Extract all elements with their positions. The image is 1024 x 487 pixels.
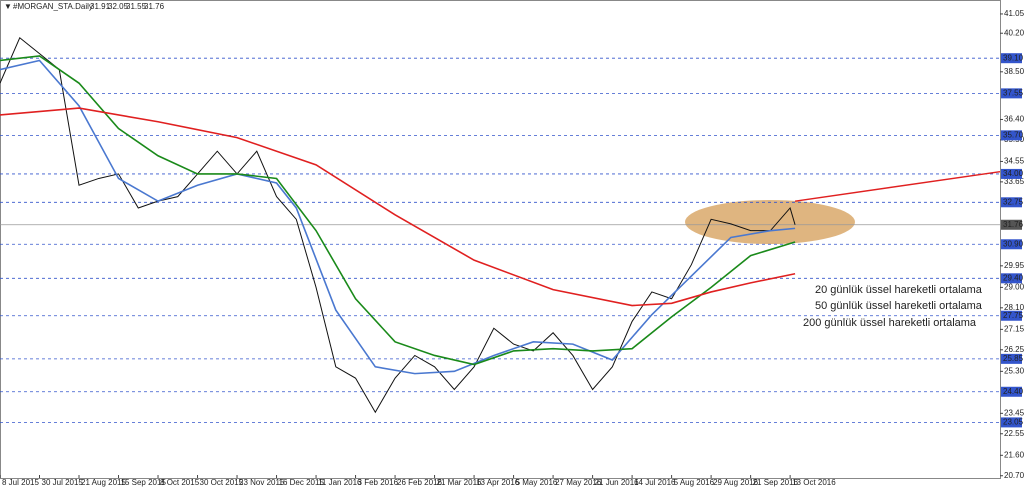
x-tick-label: 15 Sep 2015 [121, 478, 167, 487]
y-tick-label: 22.55 [1004, 429, 1024, 438]
legend-entry: 20 günlük üssel hareketli ortalama [815, 284, 983, 296]
level-label: 35.70 [1003, 130, 1024, 139]
legend-entry: 50 günlük üssel hareketli ortalama [815, 300, 983, 312]
ohlc-low: 31.55 [126, 2, 147, 11]
x-tick-label: 26 Feb 2016 [397, 478, 442, 487]
level-label: 27.75 [1003, 311, 1024, 320]
x-tick-label: 27 May 2016 [555, 478, 602, 487]
y-tick-label: 34.55 [1004, 157, 1024, 166]
x-tick-label: 5 May 2016 [516, 478, 558, 487]
x-tick-label: 29 Aug 2016 [713, 478, 758, 487]
level-label: 37.55 [1003, 88, 1024, 97]
x-tick-label: 5 Aug 2016 [674, 478, 715, 487]
plot-frame [0, 0, 1001, 479]
y-tick-label: 33.65 [1004, 177, 1024, 186]
x-tick-label: 8 Oct 2015 [160, 478, 200, 487]
moving-average [0, 107, 796, 307]
level-label: 39.10 [1003, 53, 1024, 62]
y-tick-label: 23.45 [1004, 408, 1024, 417]
y-tick-label: 25.30 [1004, 366, 1024, 375]
y-tick-label: 21.60 [1004, 450, 1024, 459]
level-box [1001, 53, 1022, 64]
x-tick-label: 16 Dec 2015 [279, 478, 325, 487]
level-box [1001, 197, 1022, 208]
y-tick-label: 26.25 [1004, 345, 1024, 354]
x-tick-label: 13 Oct 2016 [792, 478, 836, 487]
x-tick-label: 21 Mar 2016 [437, 478, 482, 487]
moving-average [0, 59, 796, 375]
level-box [1001, 168, 1022, 179]
trendline [794, 170, 1001, 202]
x-tick-label: 11 Jan 2016 [318, 478, 362, 487]
x-tick-label: 30 Oct 2015 [200, 478, 244, 487]
current-price-label: 31.76 [1003, 220, 1024, 229]
y-tick-label: 29.95 [1004, 261, 1024, 270]
ohlc-high: 32.05 [108, 2, 129, 11]
x-tick-label: 21 Jun 2016 [595, 478, 640, 487]
y-tick-label: 28.10 [1004, 303, 1024, 312]
y-tick-label: 27.15 [1004, 324, 1024, 333]
x-tick-label: 21 Aug 2015 [81, 478, 126, 487]
level-label: 32.75 [1003, 197, 1024, 206]
level-label: 30.90 [1003, 239, 1024, 248]
ohlc-open: 31.91 [90, 2, 111, 11]
chart-title: #MORGAN_STA.Daily [13, 2, 93, 11]
y-tick-label: 38.50 [1004, 67, 1024, 76]
x-tick-label: 13 Apr 2016 [476, 478, 520, 487]
y-tick-label: 40.20 [1004, 28, 1024, 37]
level-box [1001, 353, 1022, 364]
level-label: 24.40 [1003, 387, 1024, 396]
level-label: 29.40 [1003, 273, 1024, 282]
moving-average [0, 55, 796, 366]
level-box [1001, 130, 1022, 141]
level-label: 23.05 [1003, 418, 1024, 427]
y-tick-label: 36.40 [1004, 115, 1024, 124]
x-tick-label: 8 Jul 2015 [2, 478, 39, 487]
level-box [1001, 417, 1022, 428]
x-tick-label: 14 Jul 2016 [634, 478, 676, 487]
x-tick-label: 21 Sep 2016 [753, 478, 799, 487]
ohlc-close: 31.76 [144, 2, 165, 11]
y-tick-label: 29.00 [1004, 282, 1024, 291]
level-box [1001, 386, 1022, 397]
level-label: 34.00 [1003, 169, 1024, 178]
level-box [1001, 310, 1022, 321]
current-price-box [1001, 219, 1022, 230]
symbol-arrow: ▼ [4, 2, 12, 11]
level-label: 25.85 [1003, 354, 1024, 363]
level-box [1001, 239, 1022, 250]
level-box [1001, 273, 1022, 284]
y-tick-label: 20.70 [1004, 471, 1024, 480]
highlight-ellipse [685, 200, 855, 244]
level-box [1001, 88, 1022, 99]
x-tick-label: 30 Jul 2015 [42, 478, 84, 487]
legend-entry: 200 günlük üssel hareketli ortalama [803, 317, 977, 329]
y-tick-label: 41.05 [1004, 9, 1024, 18]
x-tick-label: 23 Nov 2015 [239, 478, 285, 487]
x-tick-label: 3 Feb 2016 [358, 478, 399, 487]
